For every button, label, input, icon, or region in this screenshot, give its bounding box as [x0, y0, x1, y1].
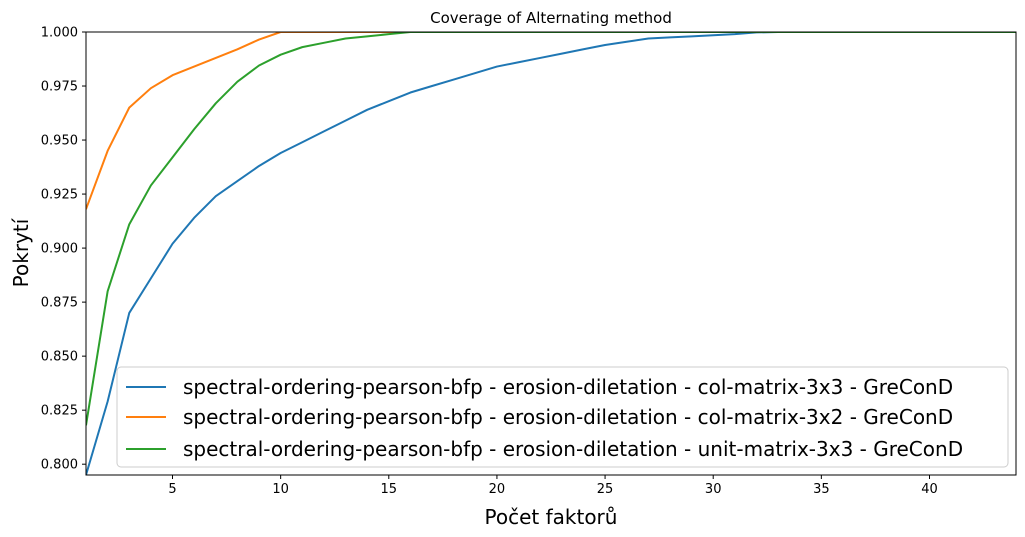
- y-tick-label: 0.825: [41, 404, 78, 419]
- y-tick-label: 0.925: [41, 188, 78, 203]
- y-tick-label: 0.800: [41, 458, 78, 473]
- x-axis-label: Počet faktorů: [485, 505, 618, 529]
- series-line-2: [86, 32, 1016, 210]
- y-axis-label: Pokrytí: [9, 217, 33, 287]
- x-tick-label: 35: [813, 482, 830, 497]
- chart-title: Coverage of Alternating method: [430, 9, 672, 27]
- legend: spectral-ordering-pearson-bfp - erosion-…: [116, 366, 1009, 468]
- x-tick-label: 25: [597, 482, 614, 497]
- y-tick-label: 0.900: [41, 242, 78, 257]
- x-tick-label: 5: [168, 482, 176, 497]
- x-axis-ticks: 5 10 15 20 25 30 35 40: [168, 475, 938, 497]
- legend-entry-3: spectral-ordering-pearson-bfp - erosion-…: [183, 437, 963, 461]
- legend-box: [116, 366, 1009, 468]
- legend-entry-2: spectral-ordering-pearson-bfp - erosion-…: [183, 405, 953, 429]
- plot-lines: [86, 32, 1016, 475]
- y-tick-label: 0.950: [41, 134, 78, 149]
- x-tick-label: 20: [489, 482, 506, 497]
- y-tick-label: 1.000: [41, 26, 78, 41]
- y-tick-label: 0.975: [41, 80, 78, 95]
- x-tick-label: 30: [705, 482, 722, 497]
- x-tick-label: 15: [381, 482, 398, 497]
- y-tick-label: 0.850: [41, 350, 78, 365]
- series-line-1: [86, 32, 1016, 475]
- x-tick-label: 40: [921, 482, 938, 497]
- y-axis-ticks: 0.800 0.825 0.850 0.875 0.900 0.925 0.950 0.975…: [41, 26, 86, 473]
- legend-entry-1: spectral-ordering-pearson-bfp - erosion-…: [183, 375, 953, 399]
- y-tick-label: 0.875: [41, 296, 78, 311]
- x-tick-label: 10: [272, 482, 289, 497]
- plot-frame: [85, 31, 1017, 476]
- series-line-3: [86, 32, 1016, 426]
